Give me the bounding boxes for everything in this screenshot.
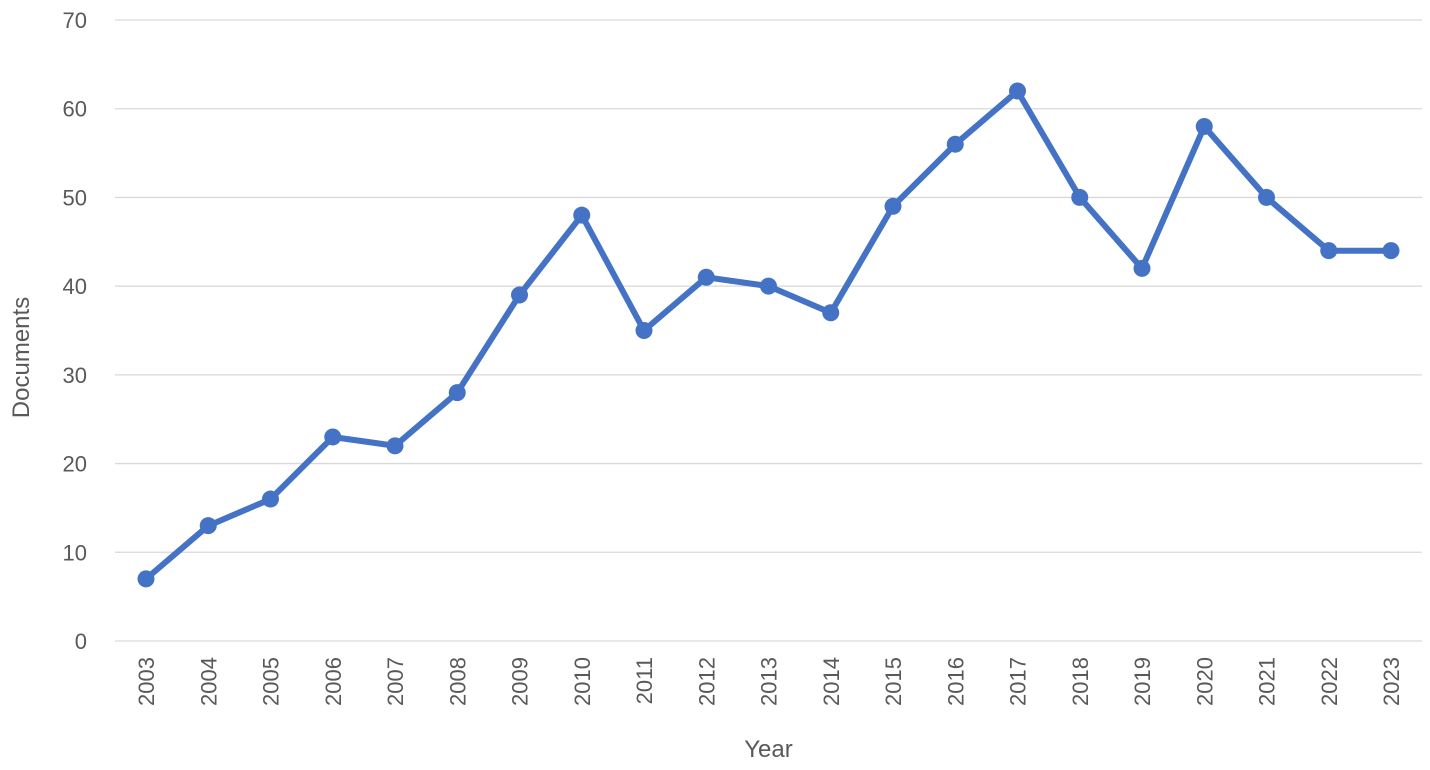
data-point-2012 bbox=[697, 268, 715, 286]
x-tick-label: 2003 bbox=[134, 657, 159, 706]
x-tick-label: 2021 bbox=[1255, 657, 1280, 706]
data-point-2009 bbox=[511, 286, 528, 304]
data-point-2011 bbox=[635, 322, 653, 339]
x-tick-label: 2009 bbox=[508, 657, 533, 706]
series-group bbox=[137, 82, 1400, 588]
y-tick-label: 70 bbox=[63, 8, 87, 33]
x-tick-label: 2011 bbox=[632, 657, 657, 704]
y-tick-label: 0 bbox=[75, 629, 87, 654]
data-point-2020 bbox=[1195, 117, 1213, 135]
x-tick-label: 2018 bbox=[1068, 657, 1093, 706]
x-tick-label: 2006 bbox=[321, 657, 346, 706]
x-tick-label: 2020 bbox=[1192, 657, 1217, 706]
x-tick-label: 2013 bbox=[757, 657, 782, 706]
data-point-2013 bbox=[760, 277, 777, 295]
x-tick-label: 2023 bbox=[1379, 657, 1404, 706]
data-point-2023 bbox=[1382, 242, 1400, 260]
x-tick-label: 2005 bbox=[259, 657, 284, 706]
data-point-2016 bbox=[946, 135, 964, 153]
data-point-2003 bbox=[137, 570, 155, 588]
data-point-2008 bbox=[448, 384, 466, 402]
data-point-2005 bbox=[262, 490, 279, 508]
data-point-2021 bbox=[1258, 188, 1275, 206]
x-tick-label: 2017 bbox=[1006, 657, 1031, 706]
y-tick-label: 10 bbox=[63, 540, 87, 565]
x-axis-tick-labels: 2003 2004 2005 2006 2007 2008 2009 2010 2011 2012… bbox=[134, 657, 1404, 706]
series-line bbox=[143, 88, 1394, 582]
data-point-2015 bbox=[884, 197, 902, 215]
data-point-2004 bbox=[199, 517, 217, 535]
x-tick-label: 2015 bbox=[881, 657, 906, 706]
y-tick-label: 60 bbox=[63, 97, 87, 122]
x-tick-label: 2008 bbox=[445, 657, 470, 706]
x-tick-label: 2007 bbox=[383, 657, 408, 706]
y-axis-tick-labels: 0 10 20 30 40 50 60 70 bbox=[63, 8, 87, 654]
x-tick-label: 2014 bbox=[819, 657, 844, 706]
gridlines bbox=[115, 19, 1422, 642]
data-point-2019 bbox=[1133, 259, 1151, 277]
y-tick-label: 30 bbox=[63, 363, 87, 388]
y-tick-label: 20 bbox=[63, 452, 87, 477]
x-tick-label: 2012 bbox=[694, 657, 719, 706]
y-tick-label: 40 bbox=[63, 274, 87, 299]
data-point-2022 bbox=[1320, 242, 1338, 260]
x-axis-title: Year bbox=[744, 736, 793, 763]
data-point-2014 bbox=[822, 304, 840, 322]
y-axis-title: Documents bbox=[8, 297, 35, 418]
x-tick-label: 2022 bbox=[1317, 657, 1342, 706]
data-point-2006 bbox=[324, 428, 342, 446]
x-tick-label: 2016 bbox=[943, 657, 968, 706]
y-tick-label: 50 bbox=[63, 185, 87, 210]
x-tick-label: 2019 bbox=[1130, 657, 1155, 706]
data-point-2007 bbox=[386, 437, 404, 455]
x-tick-label: 2004 bbox=[196, 657, 221, 706]
data-point-2010 bbox=[573, 206, 591, 224]
data-point-2018 bbox=[1071, 188, 1089, 206]
data-point-2017 bbox=[1009, 82, 1026, 100]
x-tick-label: 2010 bbox=[570, 657, 595, 706]
